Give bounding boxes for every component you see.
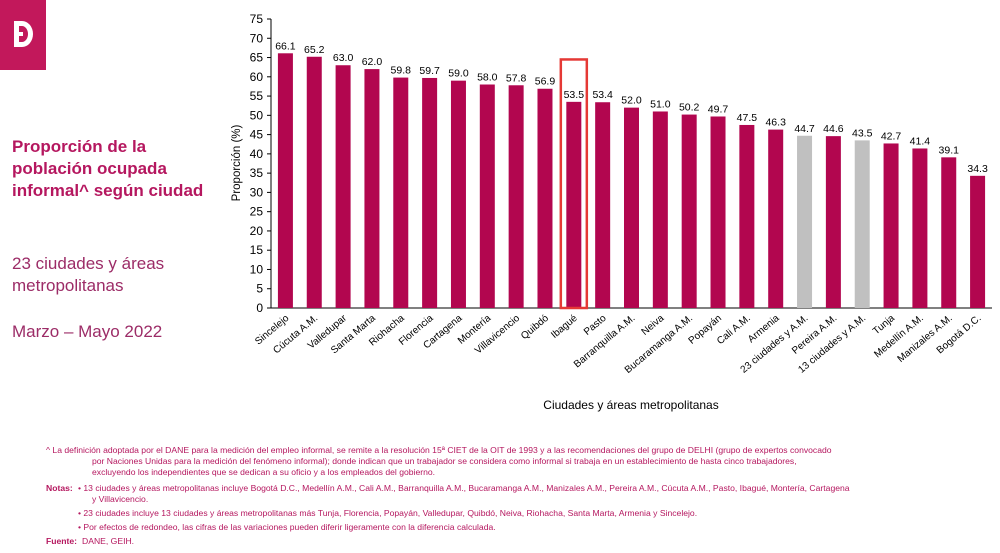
data-label: 44.7: [794, 123, 815, 135]
bar: [912, 148, 928, 308]
data-label: 49.7: [708, 103, 729, 115]
data-label: 53.4: [592, 89, 613, 101]
bar: [825, 136, 841, 308]
y-tick-label: 50: [250, 108, 264, 122]
note-line: • 23 ciudades incluye 13 ciudades y área…: [78, 508, 698, 518]
value-labels: 66.1 65.2 63.0 62.0 59.8 59.7 59.0 58.0 57.8 56.9…: [275, 40, 988, 310]
highlight-box: [559, 58, 589, 310]
data-label: 63.0: [333, 52, 354, 64]
bar: [479, 84, 495, 308]
data-label: 44.6: [823, 123, 844, 135]
y-tick-label: 60: [250, 70, 264, 84]
bar: [652, 111, 668, 308]
panel-period: Marzo – Mayo 2022: [12, 322, 163, 341]
data-label: 56.9: [535, 76, 556, 88]
bar: [393, 77, 409, 308]
logo-d-icon: [14, 21, 33, 47]
bar: [710, 116, 726, 308]
data-label: 50.2: [679, 102, 700, 114]
panel-subtitle: 23 ciudades y áreas metropolitanas: [12, 254, 165, 295]
note-line: y Villavicencio.: [92, 494, 149, 504]
bar: [970, 175, 986, 308]
bar: [537, 88, 553, 308]
bars: [277, 53, 986, 309]
y-tick-label: 55: [250, 89, 264, 103]
footnote-line: por Naciones Unidas para la medición del…: [92, 456, 797, 466]
footnote-line: excluyendo los independientes que se ded…: [92, 467, 436, 477]
footnote-line: ^ La definición adoptada por el DANE par…: [46, 445, 832, 455]
note-line: • 13 ciudades y áreas metropolitanas inc…: [78, 483, 850, 493]
data-label: 53.5: [564, 89, 585, 101]
bar: [277, 53, 293, 309]
data-label: 66.1: [275, 40, 296, 52]
data-label: 41.4: [910, 135, 931, 147]
data-label: 46.3: [765, 117, 786, 129]
x-axis-label: Ciudades y áreas metropolitanas: [543, 398, 718, 412]
bar: [450, 80, 466, 308]
data-label: 59.7: [419, 65, 440, 77]
data-label: 58.0: [477, 72, 498, 84]
data-label: 39.1: [939, 144, 960, 156]
y-tick-label: 10: [250, 262, 264, 276]
bar: [566, 101, 582, 308]
y-tick-label: 75: [250, 12, 264, 26]
bar: [681, 114, 697, 308]
data-label: 47.5: [737, 112, 758, 124]
data-label: 65.2: [304, 44, 325, 56]
source-text: DANE, GEIH.: [82, 536, 135, 546]
data-label: 43.5: [852, 127, 873, 139]
y-tick-label: 40: [250, 147, 264, 161]
bar: [335, 65, 351, 309]
data-label: 59.0: [448, 68, 469, 80]
bar: [508, 85, 524, 308]
y-tick-label: 20: [250, 224, 264, 238]
data-label: 42.7: [881, 130, 902, 142]
note-line: • Por efectos de redondeo, las cifras de…: [78, 522, 496, 532]
bar: [624, 107, 639, 308]
panel-title: Proporción de la población ocupada infor…: [12, 137, 204, 200]
bar: [422, 77, 438, 309]
data-label: 57.8: [506, 72, 527, 84]
bar: [883, 143, 899, 308]
data-label: 34.3: [967, 163, 988, 175]
bar: [364, 69, 380, 309]
x-tick-label: Ibagué: [549, 313, 580, 341]
bar: [854, 140, 870, 308]
y-tick-label: 30: [250, 185, 264, 199]
y-tick-label: 65: [250, 51, 264, 65]
x-tick-label: Quibdó: [519, 313, 551, 342]
y-tick-label: 35: [250, 166, 264, 180]
bar: [941, 157, 957, 308]
y-tick-label: 0: [256, 301, 263, 315]
dane-logo: [0, 0, 46, 70]
bar: [739, 124, 755, 308]
y-tick-label: 70: [250, 31, 264, 45]
data-label: 52.0: [621, 95, 642, 107]
y-tick-label: 25: [250, 205, 264, 219]
data-label: 59.8: [391, 65, 412, 77]
source-label: Fuente:: [46, 536, 78, 546]
bar: [768, 129, 784, 308]
notes-label: Notas:: [46, 483, 73, 493]
y-tick-label: 5: [256, 282, 263, 296]
data-label: 62.0: [362, 56, 383, 68]
bar: [595, 102, 611, 309]
y-axis-label: Proporción (%): [231, 124, 243, 201]
bar: [797, 135, 813, 308]
data-label: 51.0: [650, 98, 671, 110]
y-tick-label: 15: [250, 243, 264, 257]
bar: [306, 56, 322, 308]
y-tick-label: 45: [250, 128, 264, 142]
